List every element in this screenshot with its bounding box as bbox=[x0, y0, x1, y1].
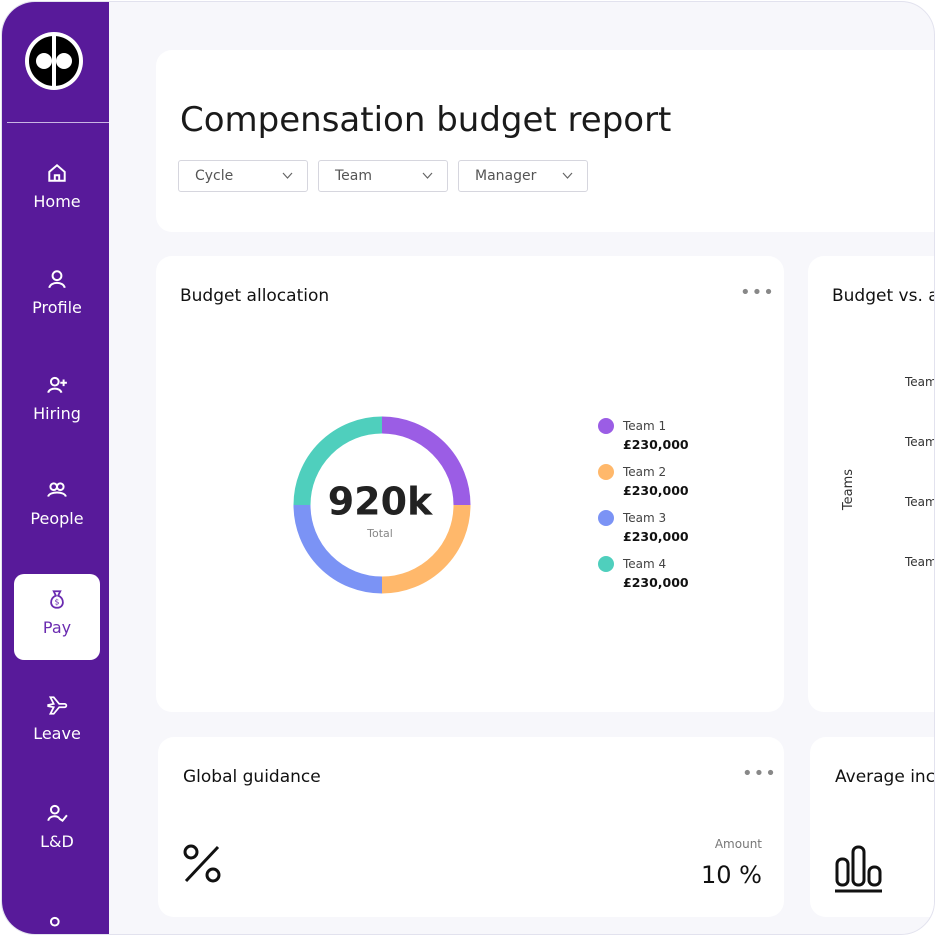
header-card: Compensation budget report bbox=[156, 50, 934, 232]
card-title: Budget vs. a bbox=[832, 286, 935, 306]
logo[interactable] bbox=[25, 32, 83, 90]
nav-label: Leave bbox=[33, 724, 81, 743]
donut-segment bbox=[381, 416, 471, 506]
divider bbox=[7, 122, 109, 123]
nav-item[interactable]: L&D bbox=[14, 802, 100, 851]
amount-value: 10 % bbox=[701, 861, 762, 889]
legend-value: £230,000 bbox=[623, 483, 689, 498]
global-guidance-card: Global guidance ••• Amount 10 % bbox=[158, 737, 784, 917]
donut-total: 920k bbox=[328, 480, 433, 524]
filter-label: Team bbox=[335, 168, 373, 184]
nav-label: L&D bbox=[40, 832, 74, 851]
filter-dropdown[interactable]: Manager bbox=[458, 160, 588, 192]
bar-icon bbox=[835, 845, 882, 893]
legend-dot bbox=[598, 510, 614, 526]
donut-segment bbox=[293, 504, 383, 594]
legend-dot bbox=[598, 556, 614, 572]
legend-label: Team 2 bbox=[622, 465, 666, 479]
legend-label: Team 3 bbox=[622, 511, 666, 525]
row-label: Team bbox=[905, 555, 935, 569]
card-title: Budget allocation bbox=[180, 286, 330, 306]
average-card: Average inc bbox=[810, 737, 935, 917]
nav-item[interactable]: $ Pay bbox=[14, 574, 100, 660]
nav-item[interactable]: Hiring bbox=[14, 374, 100, 423]
amount-label: Amount bbox=[714, 837, 762, 851]
sidebar: Home Profile Hiring People $ Pay Leave L&D bbox=[2, 2, 109, 934]
donut-chart: 920k Total Team 1 £230,000 Team 2 £230,000 T… bbox=[293, 416, 689, 594]
more-menu[interactable]: ••• bbox=[740, 282, 775, 303]
filter-label: Cycle bbox=[195, 168, 234, 184]
filter-dropdown[interactable]: Team bbox=[318, 160, 448, 192]
legend-value: £230,000 bbox=[623, 529, 689, 544]
budget-vs-card: Budget vs. a Teams Team Team Team Team bbox=[808, 256, 935, 712]
more-menu[interactable]: ••• bbox=[742, 763, 777, 784]
legend-dot bbox=[598, 418, 614, 434]
legend-label: Team 1 bbox=[622, 419, 666, 433]
legend-value: £230,000 bbox=[623, 575, 689, 590]
filter-dropdown[interactable]: Cycle bbox=[178, 160, 308, 192]
axis-label: Teams bbox=[841, 468, 857, 511]
nav-item[interactable]: Home bbox=[14, 162, 100, 211]
row-label: Team bbox=[905, 435, 935, 449]
legend-dot bbox=[598, 464, 614, 480]
nav-item[interactable]: Profile bbox=[14, 268, 100, 317]
nav-label: Home bbox=[33, 192, 81, 211]
nav-item[interactable] bbox=[14, 914, 100, 934]
nav-label: Pay bbox=[42, 618, 72, 637]
card-title: Average inc bbox=[835, 767, 935, 787]
nav-label: Profile bbox=[32, 298, 82, 317]
nav-item[interactable]: People bbox=[14, 479, 100, 528]
row-label: Team bbox=[905, 375, 935, 389]
donut-segment bbox=[381, 504, 471, 594]
row-label: Team bbox=[905, 495, 935, 509]
nav-label: People bbox=[30, 509, 84, 528]
legend-value: £230,000 bbox=[623, 437, 689, 452]
legend-label: Team 4 bbox=[622, 557, 666, 571]
donut-total-label: Total bbox=[366, 527, 393, 540]
filter-label: Manager bbox=[475, 168, 537, 184]
page-title: Compensation budget report bbox=[180, 100, 672, 140]
percent-icon bbox=[183, 844, 221, 883]
nav-item[interactable]: Leave bbox=[14, 694, 100, 743]
svg-text:$: $ bbox=[55, 598, 60, 607]
budget-allocation-card: Budget allocation ••• 920k Total Team 1 £… bbox=[156, 256, 784, 712]
card-title: Global guidance bbox=[183, 767, 321, 787]
nav-label: Hiring bbox=[33, 404, 81, 423]
donut-segment bbox=[293, 416, 383, 506]
